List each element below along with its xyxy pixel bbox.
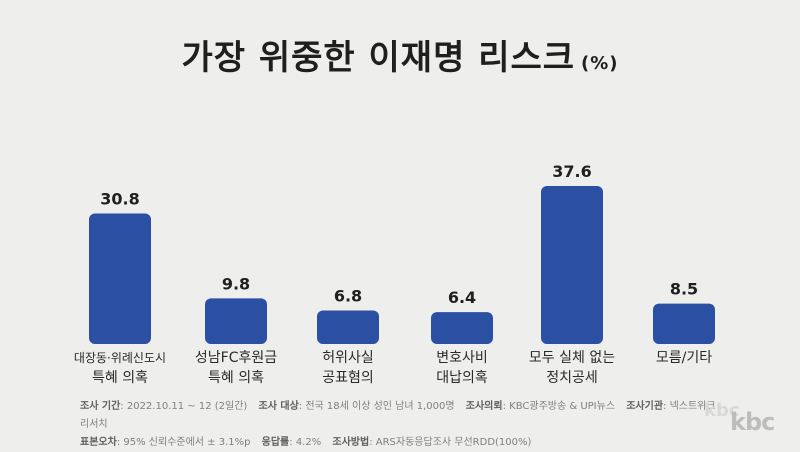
- client-label: 조사의뢰: [465, 401, 503, 412]
- response-label: 응답률: [261, 437, 290, 448]
- category-label: 특혜 의혹: [208, 370, 264, 386]
- period-value: : 2022.10.11 ~ 12 (2일간): [120, 401, 248, 412]
- bar: [541, 186, 603, 344]
- category-label: 성남FC후원금: [195, 350, 277, 366]
- bar-value-label: 8.5: [670, 280, 698, 299]
- category-label: 변호사비: [436, 350, 488, 366]
- bar: [89, 213, 151, 344]
- category-label: 대장동·위례신도시: [74, 351, 166, 365]
- kbc-logo-shadow: kbc: [704, 400, 740, 421]
- method-value: : ARS자동응답조사 무선RDD(100%): [369, 437, 532, 448]
- error-label: 표본오차: [80, 437, 117, 448]
- target-value: : 전국 18세 이상 성인 남녀 1,000명: [298, 401, 455, 412]
- footer-line-2: 표본오차: 95% 신뢰수준에서 ± 3.1%p 응답률: 4.2% 조사방법:…: [80, 434, 720, 452]
- kbc-logo: kbc: [730, 408, 775, 436]
- agency-label: 조사기관: [626, 401, 664, 412]
- category-label: 대납의혹: [436, 370, 488, 386]
- bar-value-label: 30.8: [100, 189, 139, 208]
- bar-value-label: 37.6: [552, 162, 591, 181]
- bar: [653, 303, 715, 344]
- category-label: 모두 실체 없는: [529, 350, 615, 366]
- bar: [205, 298, 267, 344]
- footer-line-1: 조사 기간: 2022.10.11 ~ 12 (2일간) 조사 대상: 전국 1…: [80, 398, 720, 434]
- bar-value-label: 6.8: [334, 287, 362, 306]
- survey-footer: 조사 기간: 2022.10.11 ~ 12 (2일간) 조사 대상: 전국 1…: [80, 398, 720, 452]
- client-value: : KBC광주방송 & UPI뉴스: [502, 401, 616, 412]
- chart-title: 가장 위중한 이재명 리스크 (%): [0, 30, 800, 79]
- method-label: 조사방법: [332, 437, 370, 448]
- period-label: 조사 기간: [80, 401, 121, 412]
- category-label: 특혜 의혹: [92, 370, 148, 386]
- chart-title-text: 가장 위중한 이재명 리스크: [181, 38, 576, 78]
- category-label: 공표혐의: [322, 370, 374, 386]
- category-label: 모름/기타: [656, 350, 712, 366]
- bar-value-label: 6.4: [448, 288, 476, 307]
- response-value: : 4.2%: [289, 437, 322, 448]
- target-label: 조사 대상: [258, 401, 299, 412]
- category-label: 허위사실: [322, 350, 374, 366]
- category-label: 정치공세: [546, 370, 598, 386]
- bar: [431, 312, 493, 344]
- chart-title-unit: (%): [581, 53, 619, 74]
- bar: [317, 310, 379, 344]
- error-value: : 95% 신뢰수준에서 ± 3.1%p: [116, 437, 251, 448]
- agency-value: : 넥스트위크리서치: [80, 401, 716, 430]
- bar-value-label: 9.8: [222, 274, 250, 293]
